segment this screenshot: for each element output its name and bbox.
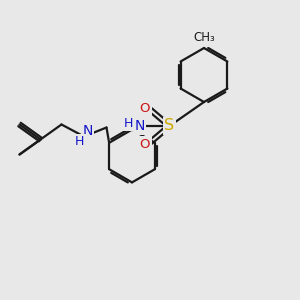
Text: N: N bbox=[82, 124, 93, 138]
Text: H: H bbox=[75, 135, 84, 148]
Text: H: H bbox=[124, 116, 133, 130]
Text: O: O bbox=[140, 137, 150, 151]
Text: S: S bbox=[164, 118, 175, 134]
Text: O: O bbox=[140, 101, 150, 115]
Text: N: N bbox=[134, 119, 145, 133]
Text: CH₃: CH₃ bbox=[193, 31, 215, 44]
